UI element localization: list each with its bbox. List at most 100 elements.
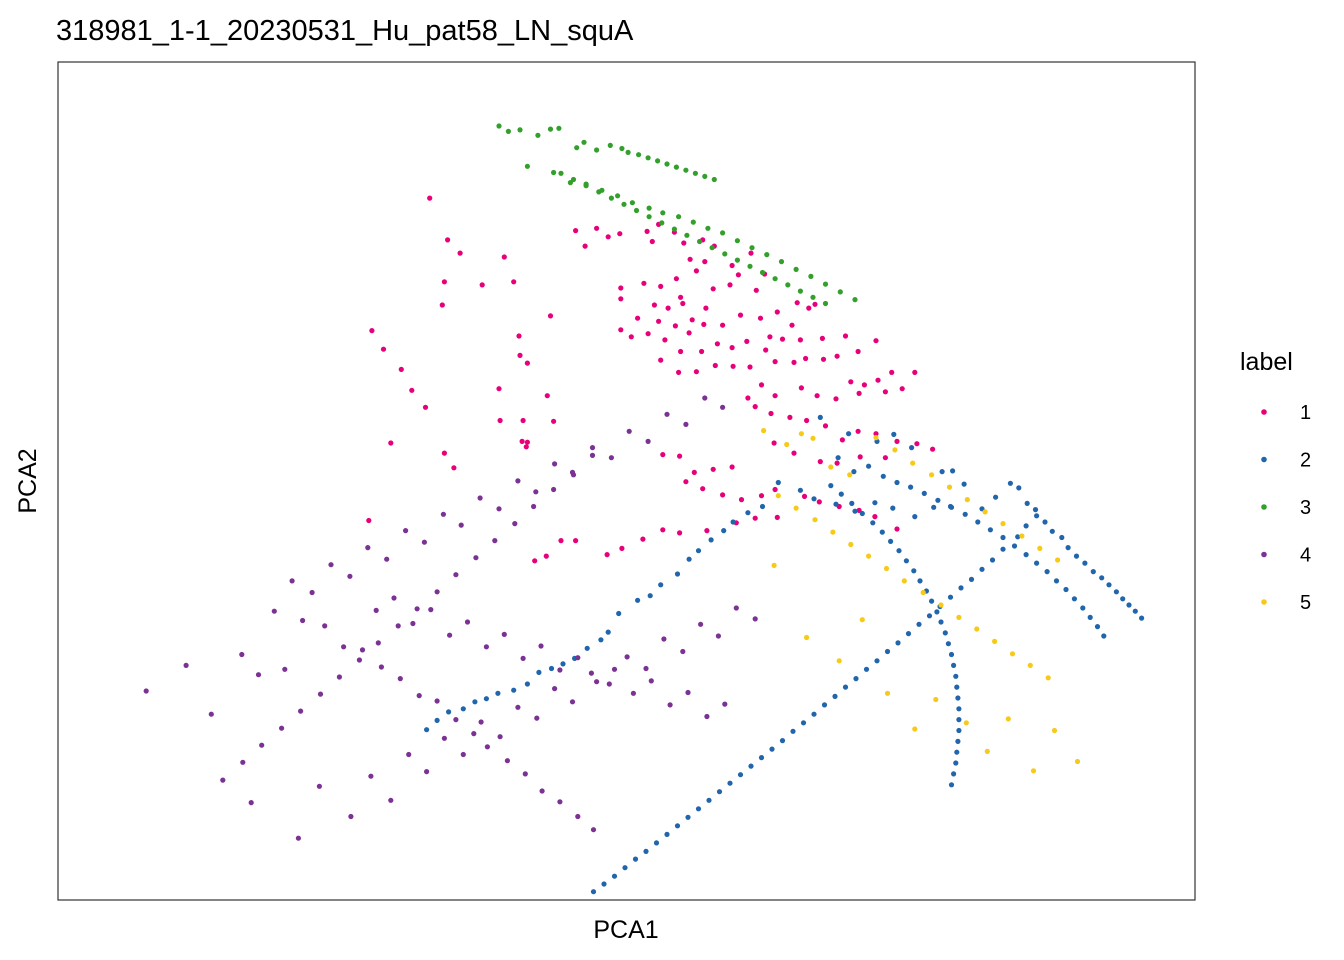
data-point-label-4 — [643, 665, 649, 672]
data-point-label-1 — [617, 231, 623, 237]
data-point-label-1 — [691, 469, 697, 475]
data-point-label-1 — [676, 369, 682, 375]
data-point-label-1 — [747, 364, 753, 370]
data-point-label-2 — [737, 772, 744, 778]
data-point-label-1 — [873, 431, 879, 437]
data-point-label-5 — [883, 565, 890, 572]
data-point-label-3 — [547, 126, 554, 132]
data-point-label-2 — [643, 848, 649, 855]
data-point-label-2 — [759, 503, 766, 510]
data-point-label-5 — [884, 690, 891, 696]
data-point-label-5 — [804, 634, 810, 641]
data-point-label-2 — [1023, 523, 1029, 529]
data-point-label-1 — [930, 446, 936, 452]
data-point-label-4 — [341, 644, 347, 650]
data-point-label-1 — [693, 268, 700, 274]
data-point-label-2 — [821, 702, 828, 708]
data-point-label-1 — [791, 450, 797, 456]
data-point-label-3 — [621, 201, 627, 207]
data-point-label-5 — [836, 658, 842, 664]
data-point-label-3 — [852, 297, 858, 303]
data-point-label-4 — [492, 538, 498, 544]
data-point-label-2 — [954, 749, 960, 755]
data-point-label-4 — [220, 777, 226, 783]
data-point-label-5 — [873, 435, 879, 441]
data-point-label-4 — [384, 556, 390, 562]
data-point-label-4 — [271, 608, 277, 614]
data-point-label-4 — [259, 742, 265, 748]
data-point-label-3 — [722, 251, 728, 257]
data-point-label-2 — [584, 645, 590, 651]
data-point-label-3 — [505, 128, 511, 134]
data-point-label-2 — [811, 496, 817, 502]
data-point-label-1 — [774, 514, 780, 521]
data-point-label-5 — [912, 726, 918, 732]
data-point-label-2 — [993, 494, 999, 500]
data-point-label-2 — [975, 519, 981, 525]
data-point-label-1 — [820, 356, 827, 362]
data-point-label-5 — [946, 484, 953, 490]
data-point-label-2 — [601, 881, 607, 887]
data-point-label-1 — [366, 517, 372, 524]
data-point-label-5 — [1030, 768, 1037, 774]
data-point-label-2 — [929, 598, 935, 604]
data-point-label-1 — [693, 369, 700, 375]
data-point-label-4 — [406, 751, 412, 758]
data-point-label-4 — [183, 662, 189, 669]
data-point-label-2 — [686, 556, 692, 562]
data-point-label-2 — [653, 840, 660, 846]
data-point-label-2 — [947, 594, 954, 600]
data-point-label-1 — [640, 536, 646, 542]
data-point-label-4 — [388, 797, 394, 803]
data-point-label-5 — [830, 529, 836, 535]
data-point-label-1 — [678, 294, 684, 300]
data-point-label-5 — [892, 447, 898, 453]
data-point-label-2 — [859, 510, 865, 517]
data-point-label-1 — [817, 459, 823, 465]
data-point-label-1 — [757, 315, 764, 321]
data-point-label-3 — [535, 132, 541, 138]
data-point-label-5 — [798, 431, 805, 437]
data-point-label-4 — [720, 404, 726, 410]
data-point-label-1 — [758, 382, 765, 388]
data-point-label-1 — [801, 493, 808, 499]
data-point-label-1 — [388, 440, 394, 446]
data-point-label-2 — [605, 629, 611, 635]
data-point-label-2 — [954, 684, 960, 690]
data-point-label-2 — [1016, 485, 1022, 491]
data-point-label-2 — [931, 504, 937, 510]
data-point-label-3 — [793, 266, 799, 272]
data-point-label-2 — [832, 693, 838, 700]
data-point-label-5 — [992, 638, 998, 645]
data-point-label-4 — [667, 702, 673, 708]
data-point-label-2 — [842, 684, 849, 690]
data-point-label-3 — [684, 232, 690, 238]
data-point-label-1 — [744, 338, 750, 344]
data-point-label-1 — [882, 455, 889, 461]
data-point-label-1 — [517, 352, 523, 358]
data-point-label-2 — [846, 431, 852, 437]
data-point-label-4 — [626, 428, 632, 434]
data-point-label-2 — [916, 621, 922, 627]
data-point-label-4 — [458, 522, 464, 528]
data-point-label-3 — [608, 195, 615, 201]
data-point-label-1 — [544, 393, 550, 399]
data-point-label-3 — [772, 276, 778, 282]
data-point-label-4 — [255, 672, 262, 678]
data-point-label-1 — [662, 337, 668, 343]
data-point-label-5 — [938, 602, 944, 608]
data-point-label-2 — [745, 510, 751, 516]
data-point-label-1 — [644, 228, 650, 234]
data-point-label-1 — [753, 287, 759, 293]
data-point-label-4 — [575, 655, 581, 661]
data-point-label-1 — [501, 254, 507, 260]
legend-label-1: 1 — [1300, 402, 1311, 424]
data-point-label-3 — [709, 245, 715, 251]
data-point-label-3 — [659, 220, 665, 226]
data-point-label-3 — [734, 257, 741, 263]
data-point-label-4 — [410, 620, 416, 627]
legend-key-3 — [1261, 504, 1267, 510]
legend-key-4 — [1261, 551, 1267, 558]
data-point-label-1 — [645, 331, 651, 337]
data-point-label-1 — [673, 276, 680, 282]
